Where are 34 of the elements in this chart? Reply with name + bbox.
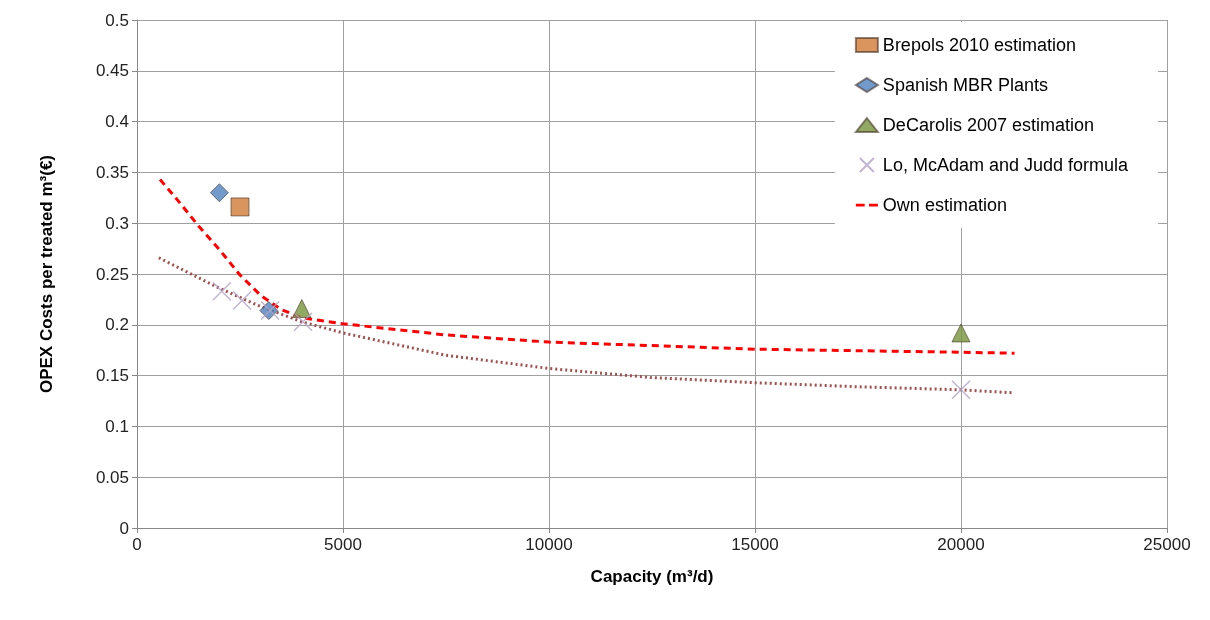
y-tick-label: 0.2 [105, 315, 129, 335]
x-axis-title: Capacity (m³/d) [590, 567, 714, 586]
legend-label: Brepols 2010 estimation [882, 35, 1076, 55]
line-series [158, 178, 1017, 355]
x-tick-label: 5000 [324, 535, 362, 554]
y-tick-label: 0 [119, 518, 129, 538]
y-axis-title: OPEX Costs per treated m³(€) [37, 154, 56, 394]
y-tick-label: 0.25 [95, 264, 129, 284]
x-tick-label: 15000 [731, 535, 779, 554]
point [232, 290, 252, 311]
point [230, 197, 250, 217]
y-tick-label: 0.4 [105, 112, 129, 132]
legend-label: Own estimation [882, 195, 1007, 215]
x-tick-label: 25000 [1143, 535, 1191, 554]
point [209, 183, 229, 203]
x-tick-label: 20000 [937, 535, 985, 554]
line-series [157, 256, 1017, 395]
point [951, 323, 971, 343]
y-tick-label: 0.05 [95, 467, 129, 487]
x-tick-label: 10000 [525, 535, 573, 554]
y-tick-label: 0.45 [95, 61, 129, 81]
point [292, 299, 312, 319]
point [293, 312, 313, 332]
legend-label: DeCarolis 2007 estimation [882, 115, 1094, 135]
legend-label: Spanish MBR Plants [882, 75, 1048, 95]
y-tick-label: 0.5 [105, 10, 129, 30]
legend-label: Lo, McAdam and Judd formula [882, 155, 1129, 175]
x-tick-label: 0 [132, 535, 142, 554]
y-tick-label: 0.15 [95, 366, 129, 386]
y-tick-label: 0.35 [95, 162, 129, 182]
point [951, 380, 971, 400]
y-tick-label: 0.3 [105, 213, 129, 233]
point [212, 281, 232, 302]
y-tick-label: 0.1 [105, 416, 129, 436]
